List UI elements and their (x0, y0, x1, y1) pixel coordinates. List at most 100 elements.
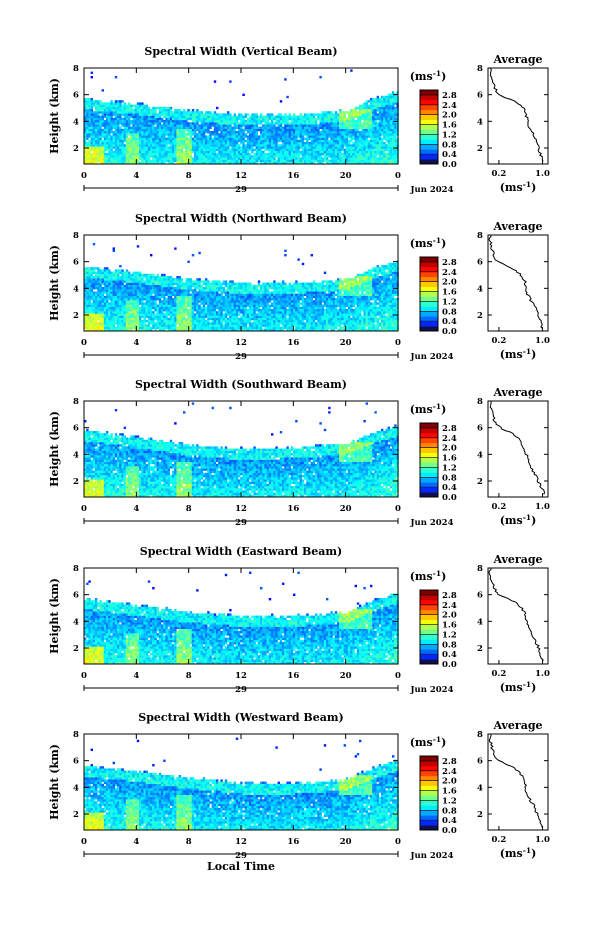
heatmap-cell (218, 142, 221, 145)
heatmap-cell (262, 117, 265, 121)
heatmap-cell (101, 276, 104, 279)
heatmap-cell (231, 120, 234, 123)
heatmap-cell (200, 113, 203, 116)
heatmap-cell (227, 142, 230, 145)
heatmap-cell (114, 159, 118, 162)
heatmap-cell (372, 139, 375, 143)
heatmap-cell (95, 126, 98, 129)
heatmap-cell (156, 293, 159, 296)
heatmap-cell (123, 320, 126, 323)
heatmap-cell (106, 309, 109, 312)
heatmap-cell (301, 137, 305, 140)
heatmap-cell (152, 313, 155, 316)
colorbar-segment (420, 104, 438, 111)
heatmap-cell (356, 124, 360, 127)
heatmap-cell (163, 284, 166, 288)
heatmap-cell (350, 120, 353, 123)
heatmap-cell (194, 126, 197, 129)
heatmap-cell (233, 117, 236, 121)
heatmap-cell (139, 122, 142, 125)
heatmap-cell (88, 135, 91, 138)
heatmap-cell (310, 122, 313, 125)
heatmap-cell (196, 320, 199, 323)
heatmap-cell (169, 320, 173, 323)
heatmap-cell (147, 117, 151, 121)
heatmap-cell (154, 306, 157, 310)
heatmap-cell (229, 148, 232, 151)
heatmap-cell (394, 148, 397, 151)
heatmap-cell (112, 137, 115, 140)
heatmap-cell (112, 304, 115, 307)
heatmap-cell (123, 155, 126, 158)
heatmap-cell (180, 133, 184, 136)
heatmap-cell (367, 144, 371, 147)
heatmap-cell (95, 304, 98, 307)
heatmap-cell (350, 128, 353, 132)
heatmap-cell (125, 302, 129, 305)
heatmap-cell (134, 113, 137, 116)
heatmap-cell (180, 159, 184, 162)
heatmap-cell (275, 126, 278, 129)
heatmap-cell (176, 278, 179, 281)
heatmap-cell (125, 324, 129, 327)
heatmap-cell (288, 142, 291, 145)
heatmap-cell (180, 161, 184, 165)
heatmap-cell (224, 142, 228, 145)
heatmap-cell (112, 144, 115, 147)
heatmap-cell (198, 295, 201, 299)
heatmap-cell (209, 144, 212, 147)
heatmap-cell (141, 315, 144, 318)
heatmap-cell (101, 273, 104, 277)
heatmap-cell (167, 326, 170, 329)
heatmap-cell (264, 124, 267, 127)
heatmap-cell (86, 106, 89, 110)
heatmap-cell (341, 137, 344, 140)
heatmap-cell (220, 155, 223, 158)
heatmap-cell (145, 104, 148, 107)
sparse-echo (90, 76, 93, 79)
heatmap-cell (354, 157, 357, 160)
heatmap-cell (205, 146, 208, 149)
heatmap-cell (374, 117, 377, 121)
heatmap-cell (161, 144, 164, 147)
heatmap-cell (202, 126, 206, 129)
heatmap-cell (389, 135, 393, 138)
heatmap-cell (185, 135, 188, 138)
heatmap-cell (114, 289, 118, 292)
heatmap-cell (136, 102, 140, 105)
heatmap-cell (97, 313, 100, 316)
heatmap-cell (167, 280, 170, 283)
heatmap-cell (306, 159, 309, 162)
heatmap-cell (112, 113, 115, 116)
heatmap-cell (246, 117, 250, 121)
heatmap-cell (387, 115, 390, 118)
heatmap-cell (125, 155, 129, 158)
heatmap-cell (359, 153, 362, 156)
heatmap-cell (290, 157, 294, 160)
heatmap-cell (99, 322, 102, 325)
heatmap-cell (141, 302, 144, 305)
heatmap-cell (128, 326, 131, 329)
heatmap-cell (394, 95, 397, 99)
heatmap-cell (293, 146, 296, 149)
heatmap-cell (167, 293, 170, 296)
heatmap-cell (389, 102, 393, 105)
colorbar-tick-label: 1.2 (442, 130, 457, 140)
heatmap-cell (165, 284, 168, 288)
heatmap-cell (97, 322, 100, 325)
heatmap-cell (326, 124, 329, 127)
heatmap-cell (88, 133, 91, 136)
heatmap-cell (246, 113, 250, 116)
heatmap-cell (128, 113, 131, 116)
heatmap-cell (130, 313, 133, 316)
heatmap-cell (150, 304, 153, 307)
heatmap-cell (178, 153, 181, 156)
heatmap-cell (154, 291, 157, 294)
heatmap-cell (348, 128, 351, 132)
heatmap-cell (187, 150, 190, 154)
heatmap-cell (222, 135, 225, 138)
heatmap-cell (92, 295, 96, 299)
heatmap-cell (145, 273, 148, 277)
heatmap-cell (306, 142, 309, 145)
heatmap-cell (268, 115, 272, 118)
